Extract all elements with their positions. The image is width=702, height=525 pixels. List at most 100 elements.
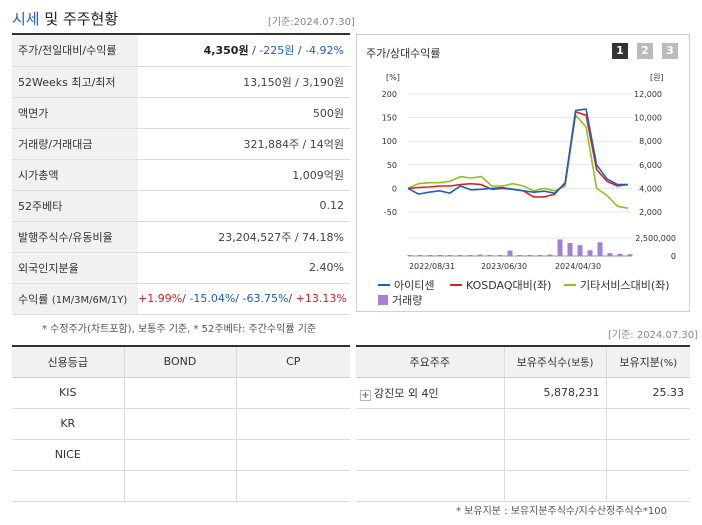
left-tick-label: 0: [392, 184, 397, 193]
right-tick-label: 8,000: [639, 137, 662, 146]
volume-bar: [557, 239, 563, 256]
return-3m: -15.04%: [189, 292, 236, 305]
bond-rating: [123, 377, 236, 409]
table-row: 52주베타 0.12: [12, 190, 350, 222]
right-tick-label: 6,000: [639, 161, 662, 170]
volume-bar: [417, 255, 423, 256]
reference-date: [기준:2024.07.30]: [268, 17, 355, 28]
row-value: 13,150원 / 3,190원: [138, 66, 350, 98]
table-header-row: 신용등급 BOND CP: [12, 345, 350, 378]
table-row: [356, 439, 690, 471]
major-shareholders-table: 주요주주 보유주식수(보통) 보유지분(%) + 강진모 외 4인 5,878,2…: [356, 345, 690, 502]
volume-bar: [487, 254, 493, 256]
row-label: 발행주식수/유동비율: [12, 221, 138, 253]
x-tick-label: 2023/06/30: [481, 262, 527, 271]
chart-reference-date: [기준: 2024.07.30]: [608, 330, 699, 341]
row-value: 2.40%: [138, 252, 350, 284]
price-change-pct: -4.92%: [305, 44, 344, 58]
right-tick-label: 2,000: [639, 208, 662, 217]
column-header: 보유지분(%): [605, 345, 690, 378]
returns-value: +1.99%/ -15.04%/ -63.75%/ +13.13%: [138, 283, 350, 315]
volume-bars: [407, 239, 633, 256]
row-value: 321,884주 / 14억원: [138, 128, 350, 160]
shares-held: 5,878,231: [503, 377, 606, 409]
legend-swatch: [378, 295, 388, 305]
volume-bar: [457, 255, 463, 256]
volume-bar: [407, 255, 413, 256]
chart-panel: [356, 34, 690, 312]
row-label: 시가총액: [12, 159, 138, 191]
cp-rating: [235, 408, 350, 440]
footnote: * 보유지분 : 보유지분주식수/지수산정주식수*100: [456, 506, 667, 517]
table-row: 주가/전일대비/수익률 4,350원 / -225원 / -4.92%: [12, 35, 350, 67]
credit-rating-table: 신용등급 BOND CP KIS KR NICE: [12, 345, 350, 502]
left-tick-label: 150: [382, 114, 397, 123]
chart-grid: [408, 93, 632, 257]
chart-page-2-button[interactable]: 2: [637, 43, 653, 59]
left-axis: 200 150 100 50 0 -50: [382, 90, 397, 217]
row-label: 거래량/거래대금: [12, 128, 138, 160]
volume-bar: [427, 255, 433, 256]
volume-bar: [517, 255, 523, 256]
row-value: 500원: [138, 97, 350, 129]
legend-swatch: [450, 284, 462, 286]
return-1m: +1.99%: [138, 292, 183, 305]
table-row: 시가총액 1,009억원: [12, 159, 350, 191]
volume-bar: [447, 255, 453, 256]
legend-item-volume: 거래량: [378, 292, 422, 308]
column-header: 주요주주: [356, 345, 504, 378]
row-label: 52Weeks 최고/최저: [12, 66, 138, 98]
column-header: BOND: [123, 345, 236, 378]
x-axis: 2022/08/31 2023/06/30 2024/04/30: [409, 262, 601, 271]
bond-rating: [123, 470, 236, 502]
price-change: -225원: [259, 44, 295, 58]
volume-bar: [577, 245, 583, 256]
series-lines: [407, 108, 629, 209]
return-6m: -63.75%: [242, 292, 289, 305]
table-row: 수익률 (1M/3M/6M/1Y) +1.99%/ -15.04%/ -63.7…: [12, 283, 350, 315]
table-row: 거래량/거래대금 321,884주 / 14억원: [12, 128, 350, 160]
volume-bar: [567, 243, 573, 256]
volume-bar: [587, 250, 593, 256]
volume-bar: [547, 254, 553, 256]
table-row: KR: [12, 408, 350, 440]
left-tick-label: 50: [387, 161, 397, 170]
volume-bar: [617, 253, 623, 256]
shareholder-name[interactable]: 강진모 외 4인: [374, 386, 439, 400]
table-row: 52Weeks 최고/최저 13,150원 / 3,190원: [12, 66, 350, 98]
chart-page-3-button[interactable]: 3: [662, 43, 678, 59]
agency-name: KIS: [12, 377, 124, 409]
table-row: 액면가 500원: [12, 97, 350, 129]
cp-rating: [235, 377, 350, 409]
right-tick-label: 12,000: [634, 90, 662, 99]
volume-bar: [607, 253, 613, 256]
volume-bar: [437, 255, 443, 256]
shareholder-name-cell: + 강진모 외 4인: [356, 377, 504, 409]
row-label: 수익률 (1M/3M/6M/1Y): [12, 283, 138, 315]
row-label: 주가/전일대비/수익률: [12, 35, 138, 67]
volume-tick-label: 0: [671, 252, 676, 261]
row-value: 0.12: [138, 190, 350, 222]
row-label: 52주베타: [12, 190, 138, 222]
table-row: + 강진모 외 4인 5,878,231 25.33: [356, 377, 690, 409]
agency-name: NICE: [12, 439, 124, 471]
column-header: 보유주식수(보통): [503, 345, 606, 378]
chart-title: 주가/상대수익률: [366, 47, 441, 60]
cp-rating: [235, 439, 350, 471]
expand-icon[interactable]: +: [360, 389, 371, 401]
row-label: 액면가: [12, 97, 138, 129]
volume-bar: [477, 254, 483, 256]
row-label: 외국인지분율: [12, 252, 138, 284]
table-row: [356, 408, 690, 440]
x-tick-label: 2024/04/30: [555, 262, 601, 271]
cp-rating: [235, 470, 350, 502]
footnote: * 수정주가(차트포함), 보통주 기준, * 52주베타: 주간수익률 기준: [42, 324, 317, 335]
legend-item-stock: 아이티센: [378, 277, 434, 293]
current-price: 4,350원: [203, 44, 249, 58]
volume-bar: [597, 242, 603, 256]
x-tick-label: 2022/08/31: [409, 262, 455, 271]
volume-bar: [537, 255, 543, 256]
volume-bar: [627, 254, 633, 256]
chart-page-1-button[interactable]: 1: [612, 43, 628, 59]
right-axis-unit: [원]: [650, 73, 664, 82]
